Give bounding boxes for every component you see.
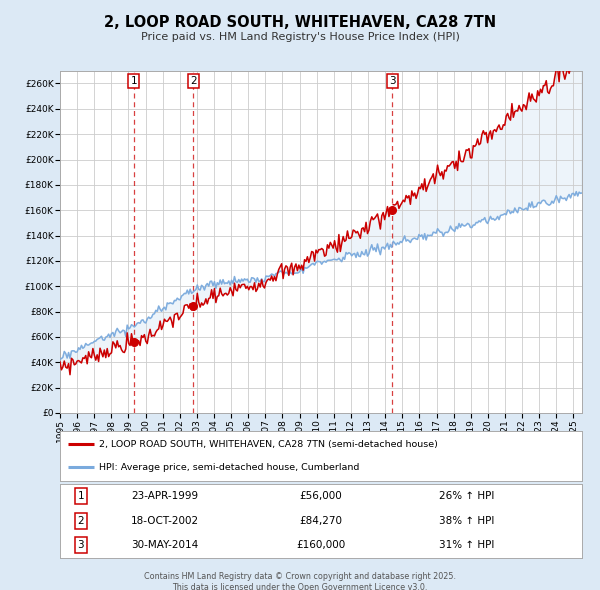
Text: Contains HM Land Registry data © Crown copyright and database right 2025.: Contains HM Land Registry data © Crown c… [144,572,456,581]
Text: 1: 1 [130,76,137,86]
Text: £56,000: £56,000 [299,491,343,501]
Text: 2, LOOP ROAD SOUTH, WHITEHAVEN, CA28 7TN: 2, LOOP ROAD SOUTH, WHITEHAVEN, CA28 7TN [104,15,496,30]
Text: 2: 2 [77,516,84,526]
Text: 18-OCT-2002: 18-OCT-2002 [130,516,199,526]
Text: Price paid vs. HM Land Registry's House Price Index (HPI): Price paid vs. HM Land Registry's House … [140,32,460,42]
Text: HPI: Average price, semi-detached house, Cumberland: HPI: Average price, semi-detached house,… [99,463,359,472]
Text: 2: 2 [190,76,197,86]
Text: 23-APR-1999: 23-APR-1999 [131,491,198,501]
Text: 30-MAY-2014: 30-MAY-2014 [131,540,198,550]
Text: £84,270: £84,270 [299,516,343,526]
Text: 3: 3 [389,76,395,86]
Text: 2, LOOP ROAD SOUTH, WHITEHAVEN, CA28 7TN (semi-detached house): 2, LOOP ROAD SOUTH, WHITEHAVEN, CA28 7TN… [99,440,438,449]
Text: 38% ↑ HPI: 38% ↑ HPI [439,516,495,526]
Text: 31% ↑ HPI: 31% ↑ HPI [439,540,495,550]
Text: 3: 3 [77,540,84,550]
Text: £160,000: £160,000 [296,540,346,550]
Text: 1: 1 [77,491,84,501]
Text: 26% ↑ HPI: 26% ↑ HPI [439,491,495,501]
Text: This data is licensed under the Open Government Licence v3.0.: This data is licensed under the Open Gov… [172,583,428,590]
